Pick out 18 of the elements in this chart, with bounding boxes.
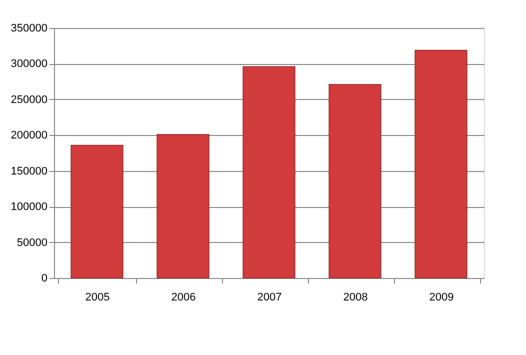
bar	[156, 134, 210, 278]
y-tick-label: 350000	[10, 22, 48, 34]
x-tick-label: 2006	[171, 292, 196, 304]
x-tick-label: 2008	[343, 292, 368, 304]
y-tick-label: 0	[41, 272, 48, 284]
bar	[70, 144, 124, 278]
y-tick-label: 250000	[10, 94, 48, 106]
y-tick-label: 100000	[10, 201, 48, 214]
y-tick-label: 50000	[16, 236, 48, 249]
x-tick-label: 2009	[429, 292, 454, 304]
y-tick-label: 150000	[10, 165, 48, 178]
bar	[242, 66, 296, 278]
x-tick-label: 2007	[257, 292, 282, 304]
x-tick-label: 2005	[85, 292, 110, 304]
bar	[328, 84, 382, 278]
y-tick-label: 300000	[10, 58, 48, 70]
y-tick-label: 200000	[10, 130, 48, 142]
bar	[414, 50, 468, 278]
